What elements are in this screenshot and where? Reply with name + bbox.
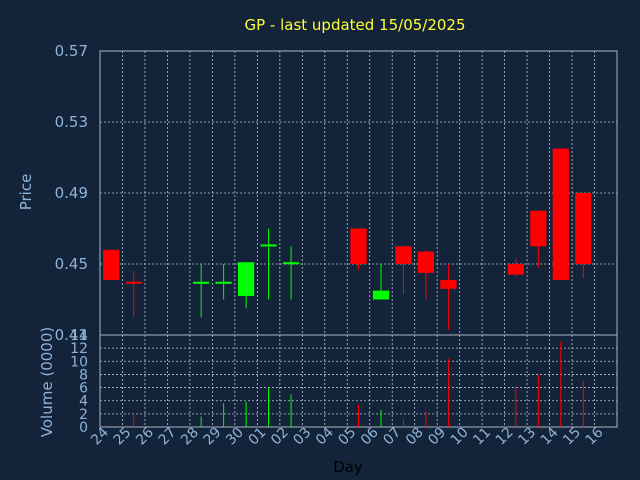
volume-bars bbox=[133, 341, 584, 427]
candle-body bbox=[238, 262, 255, 296]
candle-body bbox=[282, 262, 300, 265]
x-tick-label: 07 bbox=[380, 425, 404, 449]
x-tick-label: 30 bbox=[223, 425, 247, 449]
x-tick-label: 12 bbox=[493, 425, 517, 449]
x-tick-label: 27 bbox=[156, 425, 180, 449]
x-ticks: 2425262728293001020304050607080910111213… bbox=[88, 424, 606, 448]
candle-body bbox=[125, 281, 142, 284]
candle bbox=[440, 264, 457, 330]
candle bbox=[530, 210, 547, 268]
volume-grid bbox=[100, 335, 617, 427]
volume-tick-label: 2 bbox=[79, 407, 88, 423]
candle bbox=[395, 246, 412, 295]
candle-body bbox=[350, 228, 367, 264]
price-tick-label: 0.53 bbox=[55, 113, 88, 131]
x-tick-label: 05 bbox=[335, 425, 359, 449]
candle bbox=[193, 264, 210, 318]
volume-tick-label: 8 bbox=[79, 367, 88, 383]
x-tick-label: 01 bbox=[245, 425, 269, 449]
price-tick-label: 0.41 bbox=[55, 326, 88, 344]
candle-body bbox=[372, 290, 390, 300]
candle-body bbox=[215, 281, 232, 284]
x-tick-label: 08 bbox=[403, 425, 427, 449]
x-axis-label: Day bbox=[333, 458, 363, 476]
x-tick-label: 24 bbox=[88, 424, 112, 448]
x-tick-label: 25 bbox=[111, 425, 135, 449]
x-tick-label: 11 bbox=[470, 425, 494, 449]
x-tick-label: 26 bbox=[133, 424, 157, 448]
x-tick-label: 16 bbox=[583, 424, 607, 448]
candle bbox=[575, 193, 592, 279]
price-y-ticks: 0.57 0.53 0.49 0.45 0.41 bbox=[55, 42, 88, 344]
candle bbox=[552, 148, 569, 280]
x-tick-label: 03 bbox=[290, 425, 314, 449]
volume-tick-label: 10 bbox=[70, 354, 88, 370]
volume-tick-label: 14 bbox=[70, 328, 88, 344]
candle-body bbox=[260, 244, 277, 247]
candle-body bbox=[507, 264, 524, 275]
volume-tick-label: 12 bbox=[70, 341, 88, 357]
candle bbox=[372, 264, 390, 300]
price-axis-label: Price bbox=[17, 174, 35, 211]
volume-tick-label: 6 bbox=[79, 381, 88, 397]
candle-body bbox=[193, 281, 210, 284]
chart-title: GP - last updated 15/05/2025 bbox=[244, 16, 465, 34]
x-tick-label: 02 bbox=[268, 425, 292, 449]
x-tick-label: 04 bbox=[313, 424, 337, 448]
x-tick-label: 28 bbox=[178, 425, 202, 449]
candle bbox=[350, 228, 367, 270]
candle-body bbox=[530, 210, 547, 247]
volume-axis-label: Volume (0000) bbox=[38, 327, 56, 437]
candle bbox=[417, 249, 435, 300]
candle-body bbox=[395, 246, 412, 264]
volume-tick-label: 4 bbox=[79, 394, 88, 410]
price-tick-label: 0.45 bbox=[55, 255, 88, 273]
x-tick-label: 14 bbox=[538, 424, 562, 448]
price-tick-label: 0.57 bbox=[55, 42, 88, 60]
x-tick-label: 15 bbox=[560, 425, 584, 449]
candle-body bbox=[575, 193, 592, 264]
volume-tick-label: 0 bbox=[79, 420, 88, 436]
x-tick-label: 10 bbox=[448, 425, 472, 449]
x-tick-label: 29 bbox=[201, 425, 225, 449]
x-tick-label: 09 bbox=[425, 425, 449, 449]
candle-body bbox=[440, 279, 457, 289]
candle bbox=[125, 271, 142, 318]
candle bbox=[238, 262, 255, 309]
candle bbox=[260, 228, 277, 300]
candle bbox=[507, 258, 524, 277]
candle-body bbox=[552, 148, 569, 280]
candle bbox=[282, 246, 300, 300]
x-tick-label: 06 bbox=[358, 424, 382, 448]
candle-body bbox=[417, 251, 435, 273]
price-tick-label: 0.49 bbox=[55, 184, 88, 202]
candle bbox=[103, 249, 120, 280]
candle bbox=[215, 264, 232, 300]
candle-body bbox=[103, 249, 120, 280]
x-tick-label: 13 bbox=[515, 425, 539, 449]
candles bbox=[103, 148, 592, 330]
price-grid bbox=[100, 51, 617, 335]
